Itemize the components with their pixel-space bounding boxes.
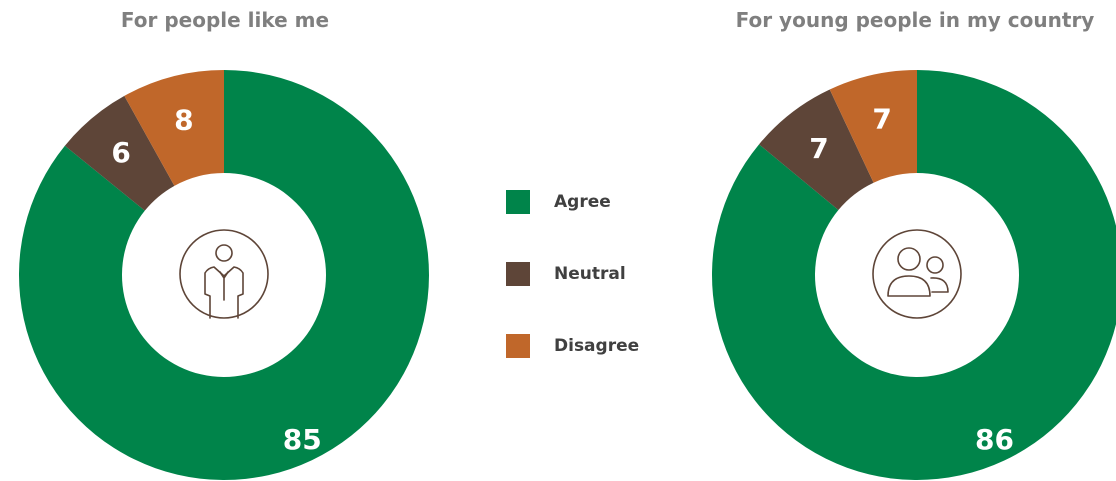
legend-label-disagree: Disagree: [554, 336, 640, 356]
person-icon: [179, 229, 269, 319]
donut-segment-agree: [712, 70, 1116, 480]
data-label-disagree: 8: [174, 104, 193, 137]
legend-label-agree: Agree: [554, 192, 611, 212]
legend: Agree Neutral Disagree: [506, 188, 639, 404]
data-label-agree: 86: [975, 423, 1014, 456]
donut-segment-neutral: [64, 95, 175, 211]
legend-label-neutral: Neutral: [554, 264, 626, 284]
data-label-neutral: 6: [111, 136, 130, 169]
chart-title-young-people: For young people in my country: [735, 8, 1095, 32]
data-label-agree: 85: [283, 423, 322, 456]
donut-segment-agree: [18, 70, 429, 480]
donut-segment-disagree: [124, 70, 224, 186]
chart-title-people-like-me: For people like me: [120, 8, 330, 32]
legend-item-neutral: Neutral: [506, 260, 639, 288]
legend-item-agree: Agree: [506, 188, 639, 216]
legend-swatch-disagree: [506, 334, 530, 358]
legend-swatch-agree: [506, 190, 530, 214]
donut-segment-neutral: [759, 89, 874, 210]
data-label-neutral: 7: [809, 132, 828, 165]
group-icon: [872, 229, 962, 319]
donut-chart-young-people: 86 7 7: [712, 70, 1116, 480]
legend-swatch-neutral: [506, 262, 530, 286]
donut-segment-disagree: [829, 70, 917, 183]
donut-chart-people-like-me: 85 6 8: [18, 70, 429, 480]
data-label-disagree: 7: [872, 102, 891, 135]
legend-item-disagree: Disagree: [506, 332, 639, 360]
